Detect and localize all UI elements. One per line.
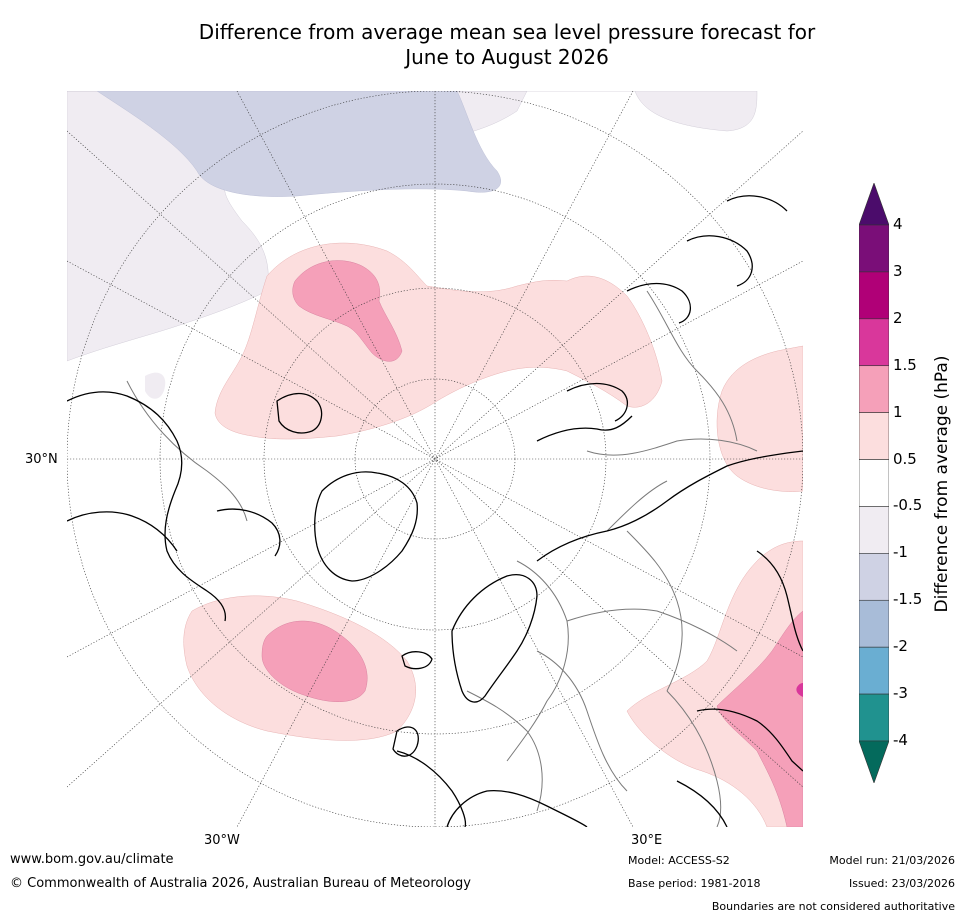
colorbar-tick-label: 4 [893, 215, 903, 233]
colorbar-swatches [858, 182, 890, 784]
graticule [67, 91, 803, 827]
colorbar-tick-label: -4 [893, 731, 908, 749]
colorbar-bin [858, 459, 890, 507]
colorbar-tick-label: -2 [893, 637, 908, 656]
colorbar-bin [858, 412, 890, 460]
colorbar-bin [858, 318, 890, 367]
colorbar-tick-label: 2 [893, 308, 903, 327]
model-run-text: Model run: 21/03/2026 [829, 854, 955, 867]
colorbar-title: Difference from average (hPa) [932, 355, 952, 613]
colorbar-bin [858, 599, 890, 648]
lon-label-30e: 30°E [631, 833, 663, 848]
colorbar-bin [858, 646, 890, 695]
colorbar-bin [858, 224, 890, 273]
issued-text: Issued: 23/03/2026 [848, 877, 955, 890]
chart-title: Difference from average mean sea level p… [0, 20, 965, 70]
colorbar-tick-label: -3 [893, 684, 908, 703]
colorbar-tick-label: 0.5 [893, 449, 917, 468]
colorbar-bin [858, 553, 890, 601]
anomaly-region-pos-light-siberia [716, 345, 803, 492]
forecast-map [67, 91, 803, 827]
colorbar-tick-label: 3 [893, 261, 903, 280]
colorbar-tick-label: 1.5 [893, 355, 917, 374]
colorbar-extend-min [858, 740, 890, 784]
disclaimer-text: Boundaries are not considered authoritat… [711, 900, 955, 913]
colorbar-tick-label: -1 [893, 543, 908, 562]
anomaly-region-neg-light-small [145, 372, 166, 399]
model-text: Model: ACCESS-S2 [628, 854, 730, 867]
website-link[interactable]: www.bom.gov.au/climate [10, 852, 174, 867]
copyright-text: © Commonwealth of Australia 2026, Austra… [10, 876, 471, 891]
colorbar-bin [858, 693, 890, 742]
title-line-1: Difference from average mean sea level p… [198, 20, 816, 44]
anomaly-region-pos-moderate-atlantic [261, 620, 368, 702]
lat-label-30n: 30°N [25, 452, 58, 467]
colorbar-bin [858, 271, 890, 320]
country-boundaries [126, 290, 758, 827]
anomaly-region-pos-moderate-north [292, 260, 403, 362]
base-period-text: Base period: 1981-2018 [628, 877, 761, 890]
title-line-2: June to August 2026 [405, 45, 609, 69]
anomaly-region-neg-moderate [96, 91, 501, 197]
colorbar [858, 182, 890, 784]
colorbar-tick-label: -1.5 [893, 590, 923, 609]
colorbar-bin [858, 506, 890, 554]
colorbar-extend-max [858, 182, 890, 226]
anomaly-region-pos-strong-asia [796, 683, 803, 697]
lon-label-30w: 30°W [204, 833, 240, 848]
colorbar-tick-label: 1 [893, 402, 903, 421]
colorbar-tick-label: -0.5 [893, 496, 923, 515]
colorbar-bin [858, 365, 890, 413]
coastlines [67, 195, 803, 827]
